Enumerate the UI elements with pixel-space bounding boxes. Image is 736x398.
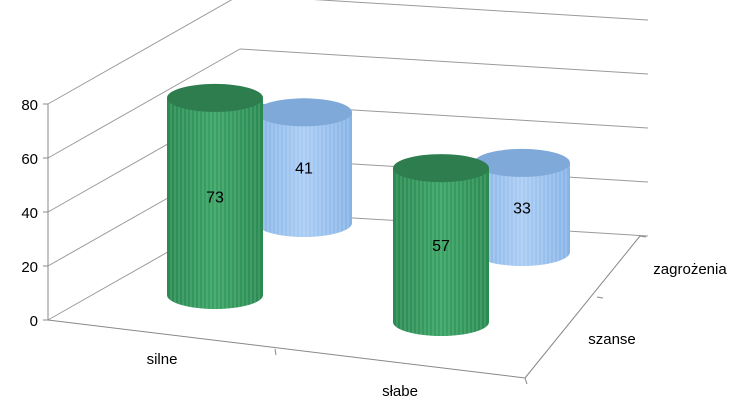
floor <box>47 235 647 385</box>
cylinder-body <box>474 162 570 266</box>
category-label-silne: silne <box>147 351 178 368</box>
depth-label-zagrozenia: zagrożenia <box>653 261 727 278</box>
cylinder-bar: 33 <box>474 148 570 266</box>
cylinder-bar: 41 <box>256 98 352 237</box>
plot-area: 41 33 73 57 <box>167 83 570 336</box>
gridline <box>313 0 649 21</box>
cylinder-top <box>167 83 263 112</box>
cylinder-top <box>393 154 489 183</box>
y-tick-label: 20 <box>21 259 38 276</box>
cylinder-stripes <box>259 117 349 237</box>
depth-label-szanse: szanse <box>588 331 636 348</box>
category-label-slabe: słabe <box>382 383 418 398</box>
data-label: 33 <box>513 200 531 217</box>
data-label: 41 <box>295 161 313 178</box>
y-tick-labels: 0 20 40 60 80 <box>21 97 48 330</box>
cylinder-body <box>167 97 263 310</box>
side-gridline <box>47 48 241 159</box>
data-label: 57 <box>432 238 450 255</box>
y-tick-label: 0 <box>30 313 38 330</box>
side-gridline <box>47 0 233 105</box>
cylinder-stripes <box>170 103 260 309</box>
y-tick-label: 60 <box>21 151 38 168</box>
cylinder-top <box>474 148 570 177</box>
floor-tick <box>524 377 528 385</box>
floor-front-edge <box>47 319 526 379</box>
cylinder-bar: 57 <box>393 154 489 336</box>
y-tick-label: 80 <box>21 97 38 114</box>
floor-tick <box>596 296 604 299</box>
data-label: 73 <box>206 189 224 206</box>
gridline <box>239 48 649 75</box>
cylinder-stripes <box>396 173 486 336</box>
floor-tick <box>639 235 647 238</box>
cylinder-top <box>256 98 352 127</box>
y-axis: 0 20 40 60 80 <box>21 97 49 330</box>
depth-labels: szanse zagrożenia <box>588 261 727 348</box>
floor-right-edge <box>524 235 641 379</box>
cylinder-body <box>393 168 489 336</box>
y-tick-label: 40 <box>21 205 38 222</box>
cylinder-body <box>256 112 352 237</box>
floor-ticks <box>274 235 647 385</box>
cylinder-bar: 73 <box>167 83 263 310</box>
floor-tick <box>274 348 277 356</box>
category-labels: silne słabe <box>147 351 418 398</box>
